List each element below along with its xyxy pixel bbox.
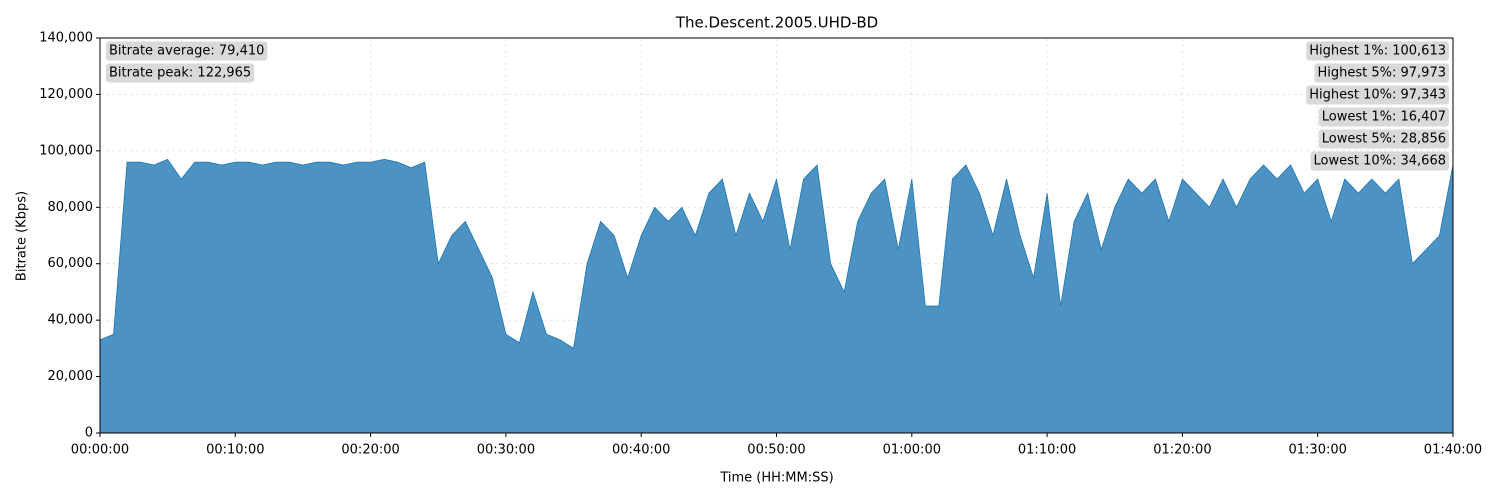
annotation: Bitrate peak: 122,965 <box>109 66 251 81</box>
annotation: Lowest 5%: 28,856 <box>1322 132 1446 147</box>
annotation: Highest 1%: 100,613 <box>1309 44 1446 59</box>
annotation: Lowest 10%: 34,668 <box>1314 154 1447 169</box>
y-tick-label: 100,000 <box>39 143 93 158</box>
y-tick-label: 80,000 <box>48 200 94 215</box>
x-tick-label: 00:00:00 <box>71 443 129 458</box>
annotation-box <box>1306 41 1449 61</box>
y-tick-label: 140,000 <box>39 31 93 46</box>
chart-title: The.Descent.2005.UHD-BD <box>675 14 878 32</box>
x-tick-label: 01:20:00 <box>1153 443 1211 458</box>
plot-frame <box>99 37 1454 434</box>
annotation-box <box>1310 151 1449 171</box>
y-tick-label: 60,000 <box>48 256 94 271</box>
x-tick-label: 00:40:00 <box>612 443 670 458</box>
annotation-box <box>1306 85 1449 105</box>
x-tick-label: 01:40:00 <box>1424 443 1482 458</box>
x-tick-label: 01:30:00 <box>1289 443 1347 458</box>
annotation: Bitrate average: 79,410 <box>109 44 264 59</box>
y-tick-label: 20,000 <box>48 369 94 384</box>
bitrate-area <box>99 158 1454 434</box>
y-tick-label: 120,000 <box>39 87 93 102</box>
x-tick-label: 00:50:00 <box>747 443 805 458</box>
x-tick-label: 00:20:00 <box>341 443 399 458</box>
annotation: Highest 5%: 97,973 <box>1317 66 1446 81</box>
x-tick-label: 00:30:00 <box>477 443 535 458</box>
annotation: Lowest 1%: 16,407 <box>1322 110 1446 125</box>
y-axis-label: Bitrate (Kbps) <box>15 191 30 281</box>
x-tick-label: 00:10:00 <box>206 443 264 458</box>
annotation: Highest 10%: 97,343 <box>1309 88 1446 103</box>
annotation-box <box>106 63 255 83</box>
annotation-box <box>1314 63 1449 83</box>
annotation-box <box>106 41 268 61</box>
annotation-box <box>1318 107 1449 127</box>
x-tick-label: 01:10:00 <box>1018 443 1076 458</box>
annotation-box <box>1318 129 1449 149</box>
x-tick-label: 01:00:00 <box>883 443 941 458</box>
y-tick-label: 40,000 <box>48 313 94 328</box>
x-axis-label: Time (HH:MM:SS) <box>719 471 833 486</box>
y-tick-label: 0 <box>85 426 93 441</box>
